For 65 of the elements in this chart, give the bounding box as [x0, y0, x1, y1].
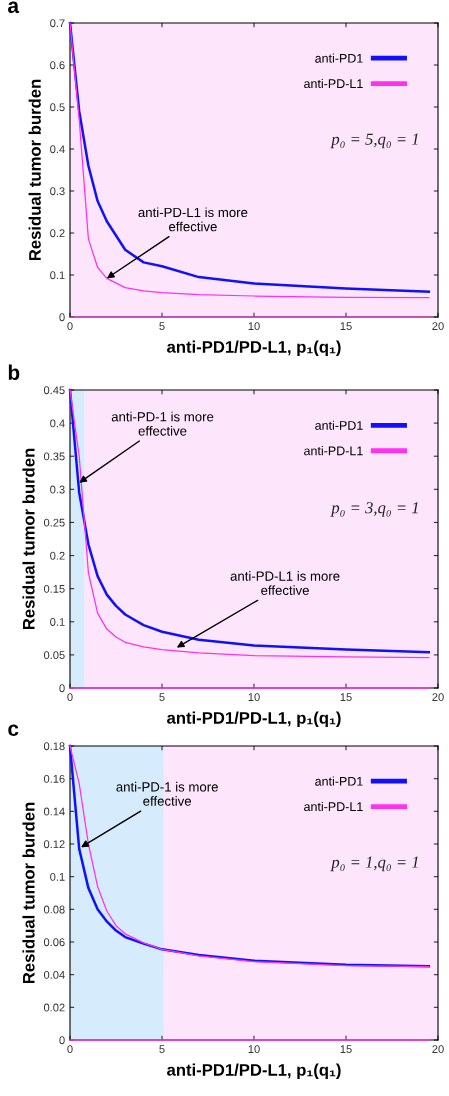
y-tick-label: 0.1: [50, 271, 65, 280]
y-tick-label: 0.05: [43, 651, 65, 660]
y-axis-title: Residual tumor burden: [22, 802, 35, 984]
y-tick-label: 0.08: [43, 905, 65, 914]
y-tick-label: 0.2: [50, 229, 65, 238]
x-axis-title: anti-PD1/PD-L1, p₁(q₁): [167, 711, 341, 728]
y-tick-label: 0.4: [50, 419, 65, 428]
y-tick-label: 0.5: [50, 103, 65, 112]
legend-label: anti-PD1: [315, 776, 363, 786]
x-tick-label: 10: [248, 1045, 260, 1054]
y-tick-label: 0.7: [50, 19, 65, 28]
x-tick-label: 15: [340, 1045, 352, 1054]
y-axis-title: Residual tumor burden: [22, 448, 35, 630]
y-tick-label: 0: [59, 1036, 65, 1045]
legend-label: anti-PD-L1: [304, 446, 363, 456]
annotation: p₀ = 1,q₀ = 1: [330, 856, 418, 872]
y-tick-label: 0.12: [43, 840, 65, 849]
legend-label: anti-PD-L1: [304, 78, 363, 89]
x-tick-label: 15: [340, 322, 352, 331]
y-tick-label: 0.04: [43, 970, 65, 979]
x-tick-label: 10: [248, 693, 260, 702]
y-tick-label: 0.2: [50, 551, 65, 560]
annotation: anti-PD-L1 is more effective: [138, 207, 248, 232]
x-tick-label: 5: [159, 322, 165, 331]
y-tick-label: 0.14: [43, 807, 65, 816]
y-tick-label: 0.6: [50, 61, 65, 70]
annotation: p₀ = 5,q₀ = 1: [330, 133, 418, 149]
chart-title: b: [8, 364, 20, 380]
x-tick-label: 5: [159, 1045, 165, 1054]
y-tick-label: 0.18: [43, 742, 65, 751]
chart-title: a: [8, 1, 20, 13]
y-tick-label: 0.3: [50, 187, 65, 196]
y-tick-label: 0.1: [50, 872, 65, 881]
y-tick-label: 0.35: [43, 452, 65, 461]
x-tick-label: 10: [248, 322, 260, 331]
annotation: anti-PD-1 is more effective: [116, 781, 218, 806]
y-tick-label: 0.15: [43, 584, 65, 593]
y-tick-label: 0.4: [50, 145, 65, 154]
x-tick-label: 0: [67, 693, 73, 702]
y-tick-label: 0: [59, 684, 65, 693]
x-tick-label: 20: [432, 322, 444, 331]
y-tick-label: 0.3: [50, 485, 65, 494]
x-axis-title: anti-PD1/PD-L1, p₁(q₁): [167, 1063, 341, 1080]
y-tick-label: 0.1: [50, 618, 65, 626]
legend-label: anti-PD1: [315, 53, 363, 63]
y-tick-label: 0.25: [43, 518, 65, 527]
chart-title: c: [8, 724, 19, 736]
x-tick-label: 0: [67, 322, 73, 331]
x-tick-label: 0: [67, 1045, 73, 1054]
y-tick-label: 0.02: [43, 1003, 65, 1012]
y-tick-label: 0.45: [43, 386, 65, 395]
y-tick-label: 0: [59, 313, 65, 322]
x-tick-label: 20: [432, 1045, 444, 1054]
x-tick-label: 20: [432, 693, 444, 702]
y-tick-label: 0.16: [43, 774, 65, 783]
x-tick-label: 15: [340, 693, 352, 702]
annotation: anti-PD-1 is more effective: [111, 411, 214, 436]
legend-label: anti-PD1: [315, 420, 363, 430]
y-tick-label: 0.06: [43, 938, 65, 947]
annotation: p₀ = 3,q₀ = 1: [330, 502, 418, 517]
y-axis-title: Residual tumor burden: [28, 79, 41, 261]
annotation: anti-PD-L1 is more effective: [230, 571, 340, 595]
x-tick-label: 5: [159, 693, 165, 702]
legend-label: anti-PD-L1: [304, 801, 363, 812]
x-axis-title: anti-PD1/PD-L1, p₁(q₁): [167, 340, 341, 357]
